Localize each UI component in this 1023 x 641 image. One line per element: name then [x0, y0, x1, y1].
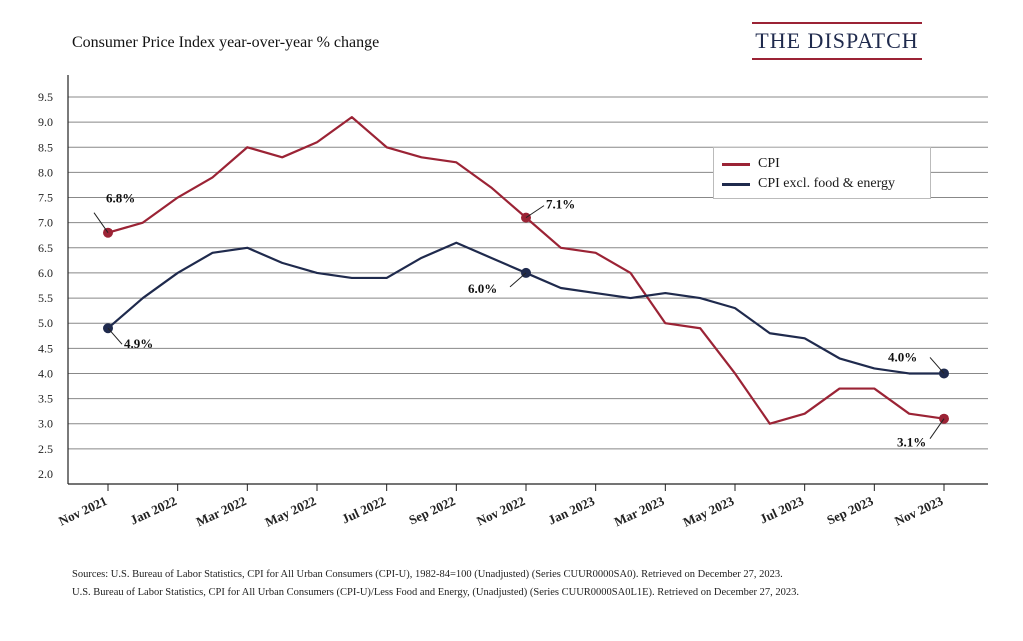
y-tick-label: 4.0 — [38, 366, 53, 380]
x-tick-label: Sep 2023 — [824, 493, 876, 528]
legend-swatch-cpi — [722, 162, 750, 166]
y-tick-label: 6.5 — [38, 241, 53, 255]
y-tick-label: 3.0 — [38, 417, 53, 431]
source-line-2: U.S. Bureau of Labor Statistics, CPI for… — [72, 587, 800, 598]
data-label: 6.8% — [106, 191, 135, 206]
y-axis-ticks: 2.0 2.5 3.0 3.5 4.0 4.5 5.0 5.5 6.0 6.5 7.0 7.5 8.0 8… — [38, 90, 53, 481]
y-tick-label: 3.5 — [38, 392, 53, 406]
y-tick-label: 9.0 — [38, 115, 53, 129]
data-label-leader — [525, 205, 545, 219]
brand-wordmark: THE DISPATCH — [755, 28, 919, 53]
x-tick-label: Jul 2023 — [757, 493, 806, 526]
legend-item-cpi: CPI — [722, 154, 780, 174]
y-tick-label: 7.0 — [38, 216, 53, 230]
chart-title: Consumer Price Index year-over-year % ch… — [72, 34, 380, 51]
x-tick-label: May 2022 — [263, 493, 319, 530]
data-label: 3.1% — [897, 435, 926, 450]
legend-label-core: CPI excl. food & energy — [758, 176, 895, 191]
y-tick-label: 7.5 — [38, 191, 53, 205]
y-tick-label: 6.0 — [38, 266, 53, 280]
x-tick-label: Mar 2023 — [612, 493, 667, 529]
data-label: 6.0% — [468, 281, 497, 296]
legend-label-cpi: CPI — [758, 156, 780, 171]
y-tick-label: 9.5 — [38, 90, 53, 104]
y-tick-label: 2.5 — [38, 442, 53, 456]
sources-footnote: Sources: U.S. Bureau of Labor Statistics… — [72, 566, 799, 602]
x-tick-label: Jan 2022 — [128, 493, 179, 528]
brand-rule-bottom — [752, 58, 922, 60]
series-line-core — [107, 241, 944, 375]
x-tick-label: Mar 2022 — [194, 493, 249, 529]
x-tick-label: Jul 2022 — [339, 493, 388, 526]
data-label-leader — [929, 357, 945, 374]
y-tick-label: 4.5 — [38, 341, 53, 355]
data-label-leader — [509, 272, 527, 288]
x-axis-ticks: Nov 2021 Jan 2022 Mar 2022 May 2022 Jul 2022… — [56, 484, 946, 530]
data-label-leader — [93, 212, 109, 234]
y-tick-label: 8.0 — [38, 165, 53, 179]
legend-item-core: CPI excl. food & energy — [722, 174, 895, 194]
brand-logo: THE DISPATCH — [752, 22, 922, 60]
legend: CPI CPI excl. food & energy — [713, 147, 931, 199]
data-label: 7.1% — [546, 197, 575, 212]
data-label: 4.9% — [124, 336, 153, 351]
legend-swatch-core — [722, 182, 750, 186]
x-tick-label: Sep 2022 — [406, 493, 457, 528]
x-tick-label: May 2023 — [681, 493, 737, 530]
series-markers — [103, 212, 949, 424]
data-labels: 6.8% 7.1% 3.1% 4.9% 6.0% 4.0% — [93, 191, 945, 450]
data-label-leader — [929, 418, 945, 439]
x-tick-label: Nov 2023 — [892, 493, 946, 529]
x-tick-label: Nov 2022 — [474, 493, 527, 528]
data-label: 4.0% — [888, 349, 917, 364]
brand-rule-top — [752, 22, 922, 24]
y-tick-label: 5.5 — [38, 291, 53, 305]
y-tick-label: 5.0 — [38, 316, 53, 330]
y-tick-label: 2.0 — [38, 467, 53, 481]
y-tick-label: 8.5 — [38, 140, 53, 154]
source-line-1: Sources: U.S. Bureau of Labor Statistics… — [72, 569, 783, 580]
x-tick-label: Nov 2021 — [56, 493, 109, 528]
axes — [67, 75, 988, 485]
data-label-leader — [107, 327, 123, 345]
x-tick-label: Jan 2023 — [546, 493, 598, 528]
